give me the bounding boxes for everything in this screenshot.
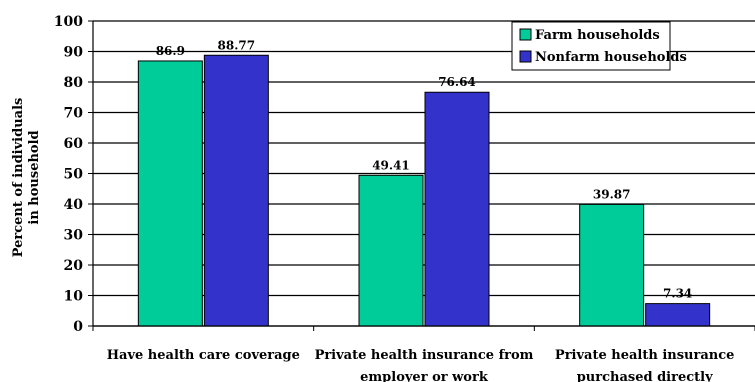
y-tick-label: 100 — [54, 14, 83, 30]
value-labels: 86.9 88.77 49.41 76.64 39.87 7.34 — [156, 38, 693, 300]
x-tick-labels: Have health care coverage Private health … — [107, 348, 735, 382]
y-tick-label: 20 — [64, 258, 84, 274]
value-label: 7.34 — [663, 287, 692, 301]
y-tick-labels: 0 10 20 30 40 50 60 70 80 90 100 — [54, 14, 83, 335]
value-label: 88.77 — [218, 38, 256, 52]
x-tick-label: Have health care coverage — [107, 348, 300, 363]
y-tick-label: 60 — [64, 136, 84, 152]
y-tick-label: 80 — [64, 75, 84, 91]
y-tick-label: 50 — [64, 167, 84, 183]
legend-swatch — [519, 28, 532, 41]
y-tick-label: 90 — [64, 45, 84, 61]
legend-label: Farm households — [535, 28, 660, 43]
value-label: 86.9 — [156, 44, 185, 58]
axes — [88, 20, 755, 331]
y-tick-label: 30 — [64, 228, 84, 244]
y-tick-label: 70 — [64, 106, 84, 122]
bar-nonfarm — [424, 91, 490, 327]
y-tick-label: 10 — [64, 289, 84, 305]
bar-nonfarm — [645, 303, 711, 327]
legend-label: Nonfarm households — [535, 50, 687, 65]
y-tick-label: 40 — [64, 197, 84, 213]
value-label: 76.64 — [438, 75, 476, 89]
bar-farm — [137, 60, 203, 327]
legend: Farm households Nonfarm households — [511, 21, 687, 71]
y-axis-label: Percent of individualsin household — [11, 98, 42, 258]
value-label: 49.41 — [372, 158, 410, 172]
bar-nonfarm — [203, 54, 269, 327]
legend-box — [511, 21, 671, 71]
y-tick-label: 0 — [73, 319, 83, 335]
bars — [137, 54, 711, 327]
value-label: 39.87 — [593, 187, 631, 201]
x-tick-label: Private health insurance purchased direct… — [555, 348, 734, 382]
bar-farm — [579, 203, 645, 327]
legend-swatch — [519, 50, 532, 63]
bar-farm — [358, 174, 424, 327]
x-tick-label: Private health insurance from employer or… — [315, 348, 534, 382]
